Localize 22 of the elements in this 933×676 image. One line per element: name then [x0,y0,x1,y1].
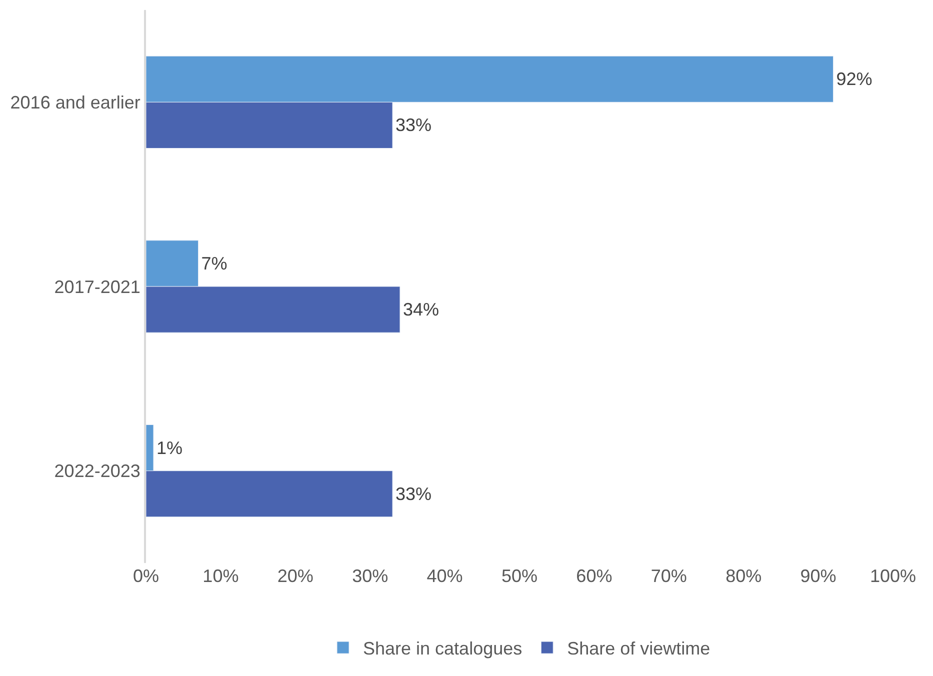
x-tick-label: 80% [726,566,762,586]
x-tick-label: 50% [501,566,538,586]
x-tick-label: 90% [800,566,836,586]
x-tick-label: 100% [870,566,916,586]
data-label: 33% [396,484,432,504]
x-tick-label: 40% [426,566,463,586]
data-label: 7% [201,253,228,274]
y-tick-label: 2016 and earlier [10,92,140,112]
y-tick-label: 2022-2023 [54,461,140,482]
legend-label: Share in catalogues [363,638,522,659]
y-tick-label: 2017-2021 [54,276,140,297]
data-label: 34% [402,300,440,320]
x-tick-label: 30% [352,566,388,586]
x-tick-label: 10% [202,566,239,586]
x-tick-label: 70% [650,566,687,586]
x-tick-label: 0% [132,566,160,586]
legend-label: Share of viewtime [567,638,710,659]
x-tick-label: 20% [277,566,314,586]
data-label: 92% [836,69,872,90]
x-tick-label: 60% [576,566,612,586]
data-label: 33% [396,115,432,136]
data-label: 1% [156,438,182,458]
